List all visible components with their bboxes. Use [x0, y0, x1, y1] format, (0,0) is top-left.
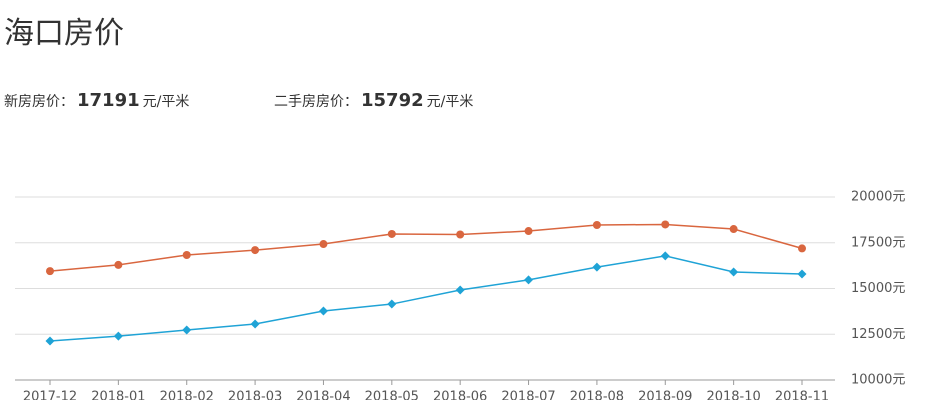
page-title: 海口房价: [4, 16, 124, 51]
stat-value: 15792: [361, 90, 424, 111]
y-tick-label: 12500元: [851, 327, 905, 342]
data-point: [592, 262, 602, 272]
x-tick-label: 2018-03: [228, 390, 282, 400]
data-point: [729, 225, 738, 234]
data-point: [387, 299, 397, 309]
data-point: [524, 275, 534, 285]
data-point: [456, 230, 465, 239]
y-tick-label: 15000元: [851, 281, 905, 296]
data-point: [661, 220, 670, 229]
data-point: [113, 331, 123, 341]
data-point: [46, 267, 54, 276]
new-house-price: 新房房价： 17191 元/平米: [4, 90, 189, 111]
data-point: [182, 325, 192, 335]
data-point: [318, 306, 328, 316]
data-point: [797, 269, 807, 279]
x-tick-label: 2018-09: [638, 390, 692, 400]
data-point: [250, 319, 260, 329]
x-tick-label: 2018-07: [501, 390, 555, 400]
stat-value: 17191: [77, 90, 140, 111]
x-tick-label: 2018-11: [775, 390, 829, 400]
y-tick-label: 17500元: [851, 235, 905, 250]
y-tick-label: 10000元: [851, 373, 905, 388]
stat-label: 新房房价：: [4, 94, 74, 110]
x-tick-label: 2018-06: [433, 390, 487, 400]
x-tick-label: 2017-12: [23, 390, 77, 400]
stat-label: 二手房房价：: [274, 94, 358, 110]
x-tick-label: 2018-01: [91, 390, 145, 400]
series-line: [49, 223, 803, 272]
data-point: [45, 336, 55, 346]
x-tick-label: 2018-04: [296, 390, 350, 400]
x-tick-label: 2018-05: [365, 390, 419, 400]
data-point: [319, 240, 328, 249]
data-point: [798, 244, 806, 253]
y-tick-label: 20000元: [851, 190, 905, 205]
data-point: [182, 251, 191, 260]
data-point: [660, 251, 670, 261]
x-tick-label: 2018-08: [570, 390, 624, 400]
data-point: [524, 227, 533, 236]
stat-unit: 元/平米: [142, 94, 190, 110]
data-point: [592, 220, 601, 229]
data-point: [114, 260, 123, 269]
data-point: [387, 229, 396, 238]
x-tick-label: 2018-10: [706, 390, 760, 400]
data-point: [455, 285, 465, 295]
series-line: [49, 255, 803, 342]
second-hand-price: 二手房房价： 15792 元/平米: [274, 90, 473, 111]
data-point: [729, 267, 739, 277]
stat-unit: 元/平米: [426, 94, 474, 110]
x-tick-label: 2018-02: [160, 390, 214, 400]
data-point: [251, 246, 260, 255]
